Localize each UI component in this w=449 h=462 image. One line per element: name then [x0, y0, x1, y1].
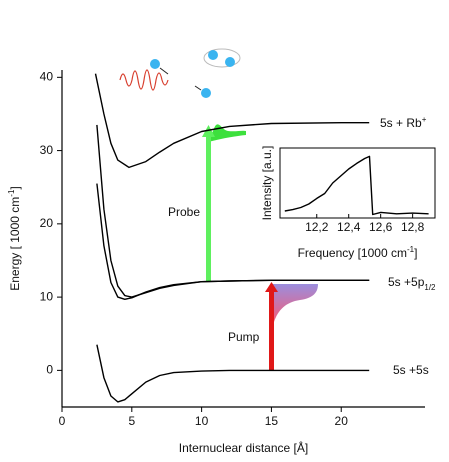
y-axis-label-part: Energy [ 1000 cm: [8, 197, 22, 291]
x-axis-label-part: ]: [414, 246, 417, 260]
y-tick-label: 40: [40, 69, 54, 83]
atom: [225, 57, 235, 67]
probe-arrowhead: [202, 125, 215, 137]
curve: [96, 124, 370, 298]
annotation: 5s +5p1/2: [388, 275, 436, 291]
pump-arrowhead: [265, 282, 278, 292]
x-axis-label: Frequency [1000 cm-1]: [298, 245, 418, 261]
atom-arrow: [159, 67, 169, 75]
atom-arrow: [194, 85, 202, 91]
y-tick-label: 0: [46, 363, 53, 377]
x-tick-label: 12,4: [337, 220, 361, 234]
x-tick-label: 12,2: [305, 220, 329, 234]
y-axis-label-part: ]: [8, 186, 22, 189]
atom: [201, 88, 211, 98]
pump-arrow: [269, 290, 274, 371]
x-axis-label-part: Frequency [1000 cm: [298, 246, 407, 260]
y-axis-label-part: -1: [7, 189, 16, 197]
x-axis-label: Internuclear distance [Å]: [179, 440, 308, 455]
y-axis-label: Energy [ 1000 cm-1]: [7, 186, 23, 291]
curve: [96, 344, 370, 403]
x-tick-label: 12,6: [369, 220, 393, 234]
x-tick-label: 10: [195, 414, 209, 428]
x-tick-label: 12,8: [401, 220, 425, 234]
x-tick-label: 15: [265, 414, 279, 428]
molecule-orbit: [203, 48, 241, 68]
y-axis-label-part: Intensity [a.u.]: [260, 146, 274, 221]
annotation: 5s + Rb+: [380, 115, 427, 131]
atom: [150, 59, 160, 69]
x-tick-label: 20: [335, 414, 349, 428]
x-axis-label-part: -1: [407, 245, 415, 254]
x-tick-label: 5: [128, 414, 135, 428]
annotation: Pump: [228, 330, 260, 344]
probe-arrow: [206, 135, 211, 282]
annotation-part: Probe: [168, 205, 200, 219]
atom: [208, 50, 218, 60]
y-tick-label: 20: [40, 216, 54, 230]
annotation: Probe: [168, 205, 200, 219]
annotation-part: 1/2: [424, 283, 436, 292]
curve: [94, 73, 370, 169]
x-axis-label-part: Internuclear distance [Å]: [179, 440, 308, 455]
pump-wavepacket: [271, 284, 318, 322]
y-tick-label: 10: [40, 289, 54, 303]
laser-pulse: [119, 69, 169, 91]
annotation-part: 5s +5s: [393, 363, 429, 377]
y-tick-label: 30: [40, 143, 54, 157]
plot-frame: [279, 147, 436, 219]
annotation-part: 5s +5p: [388, 275, 425, 289]
annotation: 5s +5s: [393, 363, 429, 377]
annotation-part: 5s + Rb: [380, 116, 422, 130]
curve: [284, 155, 429, 216]
y-axis-label: Intensity [a.u.]: [260, 146, 274, 221]
x-tick-label: 0: [59, 414, 66, 428]
annotation-part: +: [422, 115, 427, 124]
curve: [96, 183, 370, 300]
annotation-part: Pump: [228, 330, 260, 344]
